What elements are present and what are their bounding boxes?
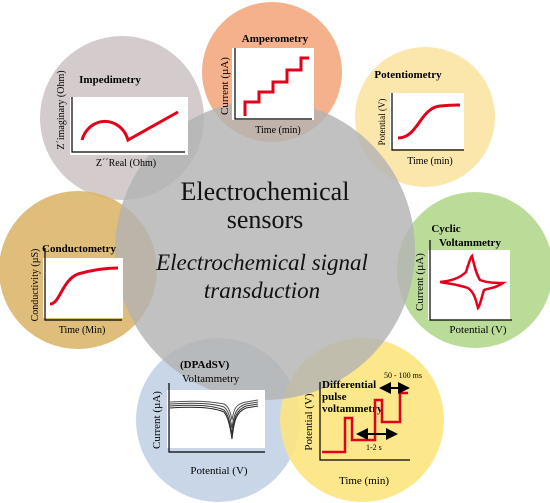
dpv-axes <box>319 382 410 461</box>
dpv-annotation-top: 50 - 100 ms <box>384 371 422 380</box>
dpadsv-title-line1: (DPAdSV) <box>180 359 230 371</box>
conductometry-title: Conductometry <box>42 243 116 255</box>
impedimetry-curve <box>80 110 179 143</box>
amperometry-title: Amperometry <box>242 33 309 45</box>
potentiometry-plot-box <box>390 93 464 149</box>
amperometry-panel: Amperometry Current (µA) Time (min) <box>219 33 314 136</box>
potentiometry-axes <box>391 93 464 151</box>
potentiometry-xlabel: Time (min) <box>407 156 452 167</box>
center-title-line1: Electrochemical <box>181 177 350 206</box>
cyclic-axes <box>429 240 512 321</box>
impedimetry-plot-box <box>70 97 188 155</box>
dpv-ylabel: Potential (V) <box>303 393 315 450</box>
impedimetry-panel: Impedimetry Z´imaginary (Ohm) Z´´Real (O… <box>56 70 188 169</box>
amperometry-curve <box>243 56 309 116</box>
conductometry-panel: Conductometry Conductivity (µS) Time (Mi… <box>30 243 123 336</box>
dpadsv-axes <box>168 383 265 453</box>
dpadsv-plot-box <box>167 390 265 448</box>
amperometry-ylabel: Current (µA) <box>219 57 231 115</box>
center-title-line2: sensors <box>227 205 304 234</box>
cyclic-title-line1: Cyclic <box>431 223 460 235</box>
conductometry-xlabel: Time (Min) <box>59 325 106 336</box>
dpv-xlabel: Time (min) <box>339 475 389 487</box>
cyclic-xlabel: Potential (V) <box>449 324 506 336</box>
conductometry-axes <box>44 248 122 321</box>
center-circle <box>115 100 415 400</box>
dpv-annotation-bottom: 1-2 s <box>366 443 382 452</box>
dpadsv-curve-2 <box>169 401 259 429</box>
center-subtitle-line1: Electrochemical signal <box>155 250 368 275</box>
cyclic-curve <box>439 253 507 311</box>
potentiometry-title: Potentiometry <box>374 69 442 81</box>
conductometry-ylabel: Conductivity (µS) <box>30 249 41 322</box>
dpv-title-line3: voltammetry <box>322 403 383 415</box>
dpv-title-line2: pulse <box>322 391 347 403</box>
potentiometry-curve <box>397 103 461 140</box>
impedimetry-axes <box>71 97 185 153</box>
conductometry-curve <box>49 266 119 306</box>
cyclic-voltammetry-panel: Cyclic Voltammetry Current (µA) Potentia… <box>414 223 512 336</box>
amperometry-xlabel: Time (min) <box>255 125 300 136</box>
potentiometry-panel: Potentiometry Potential (V) Time (min) <box>374 69 464 167</box>
dpadsv-curve-3 <box>169 403 259 435</box>
dpadsv-panel: (DPAdSV) Voltammetry Current (µA) Potent… <box>151 359 265 477</box>
dpv-panel: Differential pulse voltammetry 50 - 100 … <box>303 371 422 487</box>
dpadsv-title-line2: Voltammetry <box>182 373 240 385</box>
dpadsv-xlabel: Potential (V) <box>190 465 247 477</box>
impedimetry-xlabel: Z´´Real (Ohm) <box>96 158 156 169</box>
dpv-title-line1: Differential <box>322 379 376 391</box>
center-subtitle-line2: transduction <box>204 278 320 303</box>
cyclic-ylabel: Current (µA) <box>414 253 426 311</box>
cyclic-title-line2: Voltammetry <box>439 237 501 249</box>
dpadsv-ylabel: Current (µA) <box>151 391 163 449</box>
impedimetry-title: Impedimetry <box>79 74 141 86</box>
impedimetry-ylabel: Z´imaginary (Ohm) <box>56 70 67 149</box>
dpv-curve <box>322 391 408 454</box>
dpadsv-curve-1 <box>169 399 259 421</box>
dpadsv-curve-4 <box>169 405 259 440</box>
amperometry-axes <box>234 48 312 120</box>
potentiometry-ylabel: Potential (V) <box>377 99 387 146</box>
